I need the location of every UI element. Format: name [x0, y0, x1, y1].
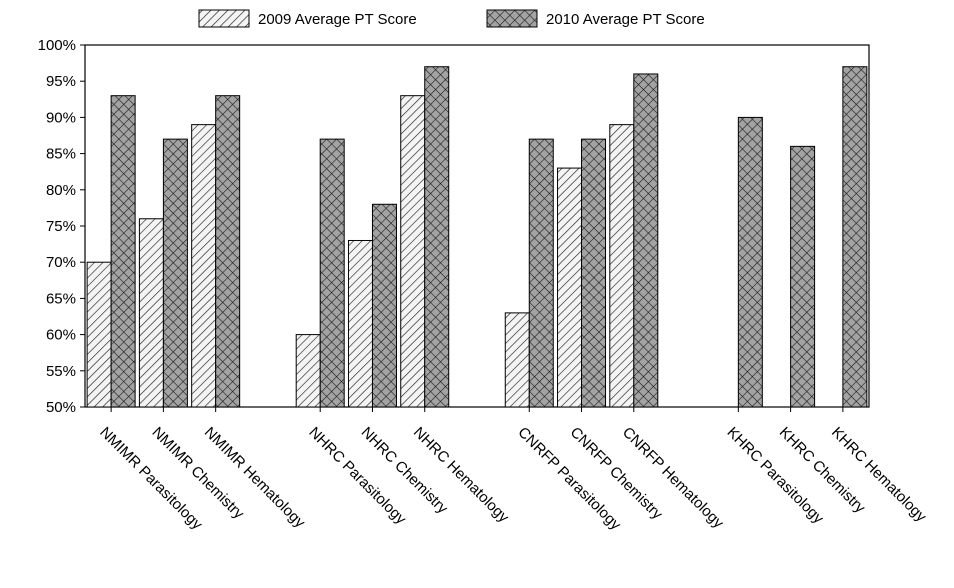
bar-2009 [191, 124, 217, 408]
y-tick-label: 70% [46, 254, 76, 271]
x-category-label: NHRC Parasitology [305, 424, 409, 528]
bar-2009 [557, 167, 583, 408]
y-tick-label: 90% [46, 109, 76, 126]
y-tick-label: 65% [46, 290, 76, 307]
bar-2010 [737, 116, 763, 408]
y-tick-label: 95% [46, 73, 76, 90]
bars [86, 66, 868, 408]
x-category-label: CNRFP Parasitology [514, 424, 624, 534]
bar-2009 [400, 95, 426, 408]
bar-2009 [295, 334, 321, 408]
bar-2010 [371, 203, 397, 408]
y-tick-label: 80% [46, 182, 76, 199]
y-tick-label: 55% [46, 363, 76, 380]
bar-2010 [633, 73, 659, 408]
bar-2009 [504, 312, 530, 408]
bar-2010 [842, 66, 868, 408]
y-axis: 50% 55% 60% 65% 70% 75% 80% 85% 90% 95% 100% [38, 37, 85, 416]
y-tick-label: 50% [46, 399, 76, 416]
y-tick-label: 100% [38, 37, 76, 54]
x-category-label: NMIMR Parasitology [96, 424, 206, 534]
x-category-label: NMIMR Chemistry [149, 424, 248, 523]
y-tick-label: 75% [46, 218, 76, 235]
bar-2009 [347, 239, 373, 408]
x-category-label: KHRC Parasitology [724, 424, 828, 528]
bar-2010 [424, 66, 450, 408]
bar-2009 [609, 124, 635, 408]
bar-2010 [581, 138, 607, 408]
x-category-label: CNRFP Chemistry [567, 424, 666, 523]
x-category-label: NMIMR Hematology [201, 424, 309, 532]
bar-2010 [528, 138, 554, 408]
legend: 2009 Average PT Score 2010 Average PT Sco… [198, 9, 705, 28]
legend-swatch-2010 [486, 9, 538, 28]
x-category-label: NHRC Hematology [410, 424, 513, 527]
y-tick-label: 60% [46, 327, 76, 344]
bar-2010 [215, 95, 241, 408]
y-tick-label: 85% [46, 146, 76, 163]
x-category-label: CNRFP Hematology [619, 424, 727, 532]
legend-label-2010: 2010 Average PT Score [546, 11, 705, 28]
bar-2010 [319, 138, 345, 408]
legend-label-2009: 2009 Average PT Score [258, 11, 417, 28]
bar-2010 [162, 138, 188, 408]
bar-2010 [110, 95, 136, 408]
x-category-label: KHRC Hematology [828, 424, 930, 526]
bar-2009 [138, 218, 164, 408]
legend-swatch-2009 [198, 9, 250, 28]
bar-2009 [86, 261, 112, 408]
bar-2010 [790, 145, 816, 408]
